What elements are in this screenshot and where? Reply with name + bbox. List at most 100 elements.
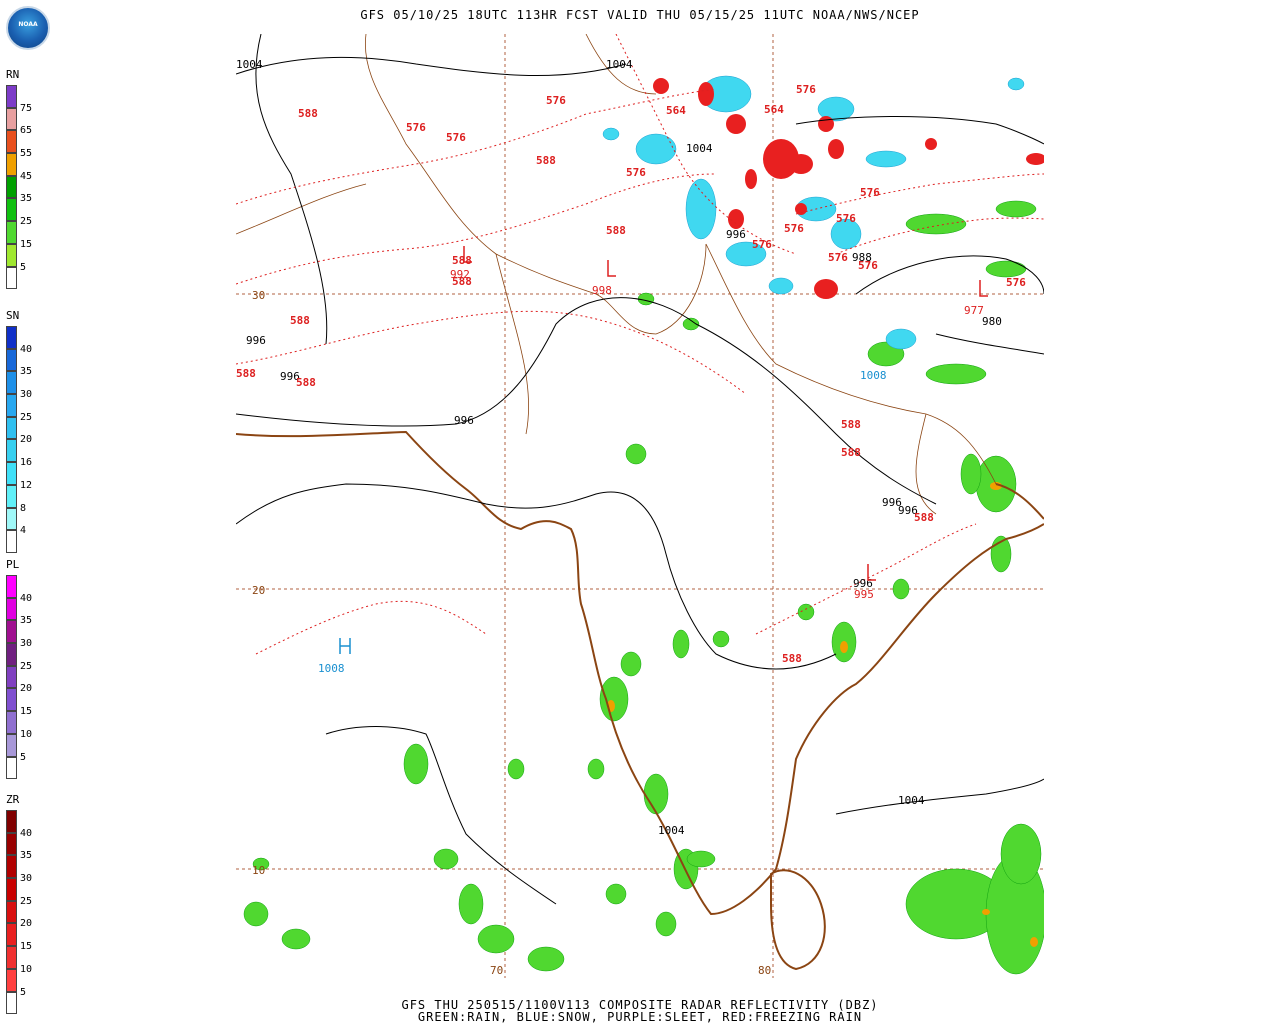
height-label: 576	[836, 212, 856, 225]
legend-swatch	[6, 198, 17, 222]
lon-label: 80	[758, 964, 771, 977]
legend-row: 15	[6, 221, 46, 250]
legend-row: 45	[6, 153, 46, 182]
footer-line-2: GREEN:RAIN, BLUE:SNOW, PURPLE:SLEET, RED…	[417, 1010, 863, 1024]
legend-swatch	[6, 968, 17, 992]
legend-row	[6, 756, 46, 780]
isobar-label: 1004	[686, 142, 713, 155]
height-label: 588	[298, 107, 318, 120]
legend-swatch	[6, 462, 17, 485]
legend-row: 15	[6, 688, 46, 717]
height-label: 588	[914, 511, 934, 524]
height-lines	[236, 34, 1044, 655]
legend-row: 20	[6, 665, 46, 694]
legend-label: 65	[20, 125, 33, 137]
legend-row: 55	[6, 130, 46, 159]
legend-label: 75	[20, 102, 33, 114]
isobar-label: 996	[454, 414, 474, 427]
legend-row: 65	[6, 107, 46, 136]
footer-line-1: GFS THU 250515/1100V113 COMPOSITE RADAR …	[401, 998, 879, 1012]
legend-label: 25	[20, 411, 33, 423]
height-label: 564	[764, 103, 784, 116]
isobar-label: 996	[280, 370, 300, 383]
legend-label: 35	[20, 615, 33, 627]
legend-swatch	[6, 832, 17, 856]
legend-label: 40	[20, 592, 33, 604]
legend-label: 30	[20, 873, 33, 885]
low-marker: 992	[450, 246, 472, 281]
height-label: 576	[406, 121, 426, 134]
legend-swatch	[6, 394, 17, 417]
lat-label: 30	[252, 289, 265, 302]
borders	[236, 34, 997, 515]
isobar-label: 1004	[236, 58, 263, 71]
high-marker: 1008	[318, 638, 351, 675]
legend-row: 20	[6, 416, 46, 445]
height-label: 588	[236, 367, 256, 380]
isobar-label: 1004	[606, 58, 633, 71]
legend-row: 25	[6, 878, 46, 907]
legend-swatch	[6, 416, 17, 440]
legend-row: 35	[6, 175, 46, 204]
legend-label: 15	[20, 238, 33, 250]
legend-label: 25	[20, 216, 33, 228]
height-label: 588	[536, 154, 556, 167]
svg-text:995: 995	[854, 588, 874, 601]
legend-row: 25	[6, 198, 46, 227]
legend-swatch	[6, 85, 17, 108]
height-labels: 588 588 588 588 588 588 588 588 588 588 …	[236, 83, 1026, 665]
map-labels: 30 20 10 70 80 1004 1004 1004 1004 1004 …	[236, 58, 1026, 977]
legend-row: 40	[6, 326, 46, 355]
legend-label: 12	[20, 479, 33, 491]
legend-swatch	[6, 923, 17, 947]
precip-snow	[602, 75, 1025, 350]
isobar-label: 980	[982, 315, 1002, 328]
height-label: 576	[796, 83, 816, 96]
low-marker: 998	[592, 260, 616, 297]
legend-label: 30	[20, 638, 33, 650]
legend-row: 5	[6, 968, 46, 998]
legend-label: 35	[20, 193, 33, 205]
legend-label: 15	[20, 941, 33, 953]
height-label: 588	[782, 652, 802, 665]
legend-swatch	[6, 855, 17, 879]
legend-swatch	[6, 371, 17, 395]
legend-label: 20	[20, 918, 33, 930]
legend-row: 35	[6, 832, 46, 861]
lat-label: 20	[252, 584, 265, 597]
legend-swatch	[6, 175, 17, 199]
height-label: 588	[296, 376, 316, 389]
height-label: 576	[860, 186, 880, 199]
lat-lon-grid	[236, 34, 1044, 978]
height-label: 576	[546, 94, 566, 107]
legend-label: 35	[20, 850, 33, 862]
legend-row: 40	[6, 575, 46, 604]
legend-title: PL	[6, 558, 20, 571]
legend-swatch	[6, 900, 17, 924]
legend-label: 35	[20, 366, 33, 378]
chart-title: GFS 05/10/25 18UTC 113HR FCST VALID THU …	[360, 8, 920, 22]
svg-text:977: 977	[964, 304, 984, 317]
height-label: 588	[452, 254, 472, 267]
legend-label: 5	[20, 986, 27, 998]
rain-legend: RN 75 65 55 45 35 25 15 5	[6, 68, 46, 290]
legend-label: 5	[20, 261, 27, 273]
legend-swatch	[6, 756, 17, 780]
legend-swatch	[6, 688, 17, 712]
legend-label: 15	[20, 706, 33, 718]
isobar-label: 996	[898, 504, 918, 517]
legend-swatch	[6, 243, 17, 267]
snow-legend: SN 40 35 30 25 20 16 12 8 4	[6, 309, 46, 553]
legend-label: 30	[20, 389, 33, 401]
legend-row: 40	[6, 810, 46, 839]
legend-swatch	[6, 810, 17, 833]
legend-label: 20	[20, 434, 33, 446]
height-label: 588	[452, 275, 472, 288]
legend-row: 4	[6, 507, 46, 536]
legend-row: 15	[6, 923, 46, 952]
freezing-rain-legend: ZR 40 35 30 25 20 15 10 5	[6, 793, 46, 1015]
legend-label: 8	[20, 502, 27, 514]
legend-row: 30	[6, 371, 46, 400]
legend-row	[6, 991, 46, 1015]
legend-swatch	[6, 665, 17, 689]
